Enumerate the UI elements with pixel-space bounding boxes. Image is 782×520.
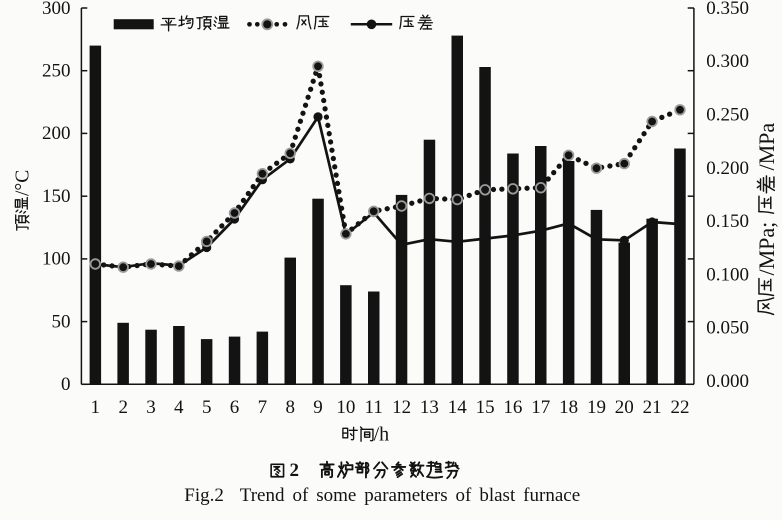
svg-text:0.300: 0.300 xyxy=(706,51,749,72)
svg-text:18: 18 xyxy=(559,397,578,418)
svg-text:8: 8 xyxy=(285,397,295,418)
svg-text:300: 300 xyxy=(42,0,71,19)
svg-text:150: 150 xyxy=(42,186,71,207)
svg-text:100: 100 xyxy=(42,249,71,270)
svg-text:0.250: 0.250 xyxy=(706,105,749,126)
svg-text:250: 250 xyxy=(42,61,71,82)
svg-text:0.100: 0.100 xyxy=(706,264,749,285)
svg-text:6: 6 xyxy=(230,397,240,418)
svg-text:0.000: 0.000 xyxy=(706,371,749,392)
svg-text:22: 22 xyxy=(671,397,690,418)
svg-text:16: 16 xyxy=(503,397,522,418)
svg-text:/MPa;: /MPa; xyxy=(754,222,779,276)
svg-text:4: 4 xyxy=(174,397,184,418)
svg-text:0.350: 0.350 xyxy=(706,0,749,19)
svg-text:21: 21 xyxy=(643,397,662,418)
svg-text:12: 12 xyxy=(392,397,411,418)
svg-text:200: 200 xyxy=(42,123,71,144)
svg-text:50: 50 xyxy=(52,311,71,332)
svg-text:Fig.2 Trend of some parameter: Fig.2 Trend of some parameters of blast … xyxy=(184,485,580,506)
svg-text:0: 0 xyxy=(61,374,71,395)
svg-text:11: 11 xyxy=(365,397,383,418)
svg-text:0.150: 0.150 xyxy=(706,211,749,232)
svg-text:9: 9 xyxy=(313,397,323,418)
svg-text:19: 19 xyxy=(587,397,606,418)
svg-text:17: 17 xyxy=(531,397,550,418)
svg-text:15: 15 xyxy=(476,397,495,418)
svg-text:2: 2 xyxy=(290,460,300,481)
svg-text:5: 5 xyxy=(202,397,212,418)
svg-text:/MPa: /MPa xyxy=(754,123,779,171)
svg-text:3: 3 xyxy=(146,397,156,418)
svg-text:0.050: 0.050 xyxy=(706,318,749,339)
svg-text:14: 14 xyxy=(448,397,468,418)
svg-text:/h: /h xyxy=(374,423,390,445)
svg-text:2: 2 xyxy=(118,397,128,418)
svg-text:20: 20 xyxy=(615,397,634,418)
svg-text:13: 13 xyxy=(420,397,439,418)
svg-text:1: 1 xyxy=(91,397,101,418)
svg-text:/°C: /°C xyxy=(12,170,33,196)
svg-text:10: 10 xyxy=(336,397,355,418)
svg-text:0.200: 0.200 xyxy=(706,158,749,179)
svg-text:7: 7 xyxy=(258,397,268,418)
